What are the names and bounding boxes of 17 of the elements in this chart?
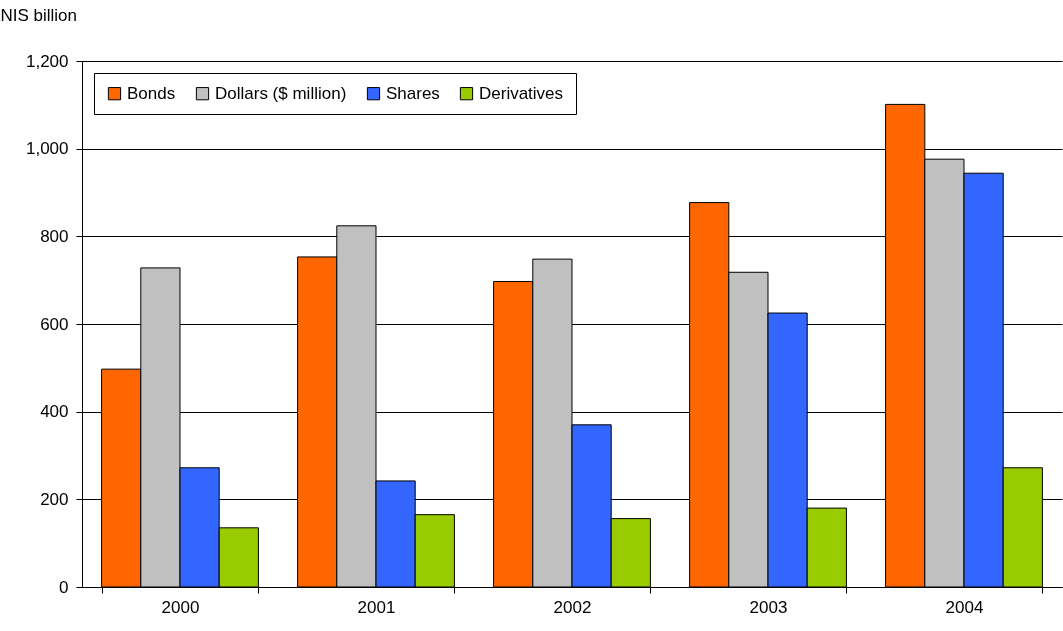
- y-tick-label: 1,000: [25, 139, 69, 159]
- x-tick-label: 2003: [749, 597, 788, 617]
- y-tick-label: 1,200: [25, 51, 69, 71]
- legend-label: Derivatives: [479, 83, 564, 103]
- legend-label: Shares: [386, 83, 440, 103]
- y-tick-label: 400: [40, 402, 69, 422]
- legend-label: Bonds: [127, 83, 176, 103]
- y-tick-label: 600: [40, 314, 69, 334]
- legend-label: Dollars ($ million): [215, 83, 347, 103]
- y-tick-label: 200: [40, 489, 69, 509]
- y-axis-title: NIS billion: [0, 5, 78, 25]
- x-tick-label: 2004: [945, 597, 984, 617]
- y-tick-label: 0: [59, 577, 69, 597]
- x-tick-label: 2001: [357, 597, 396, 617]
- y-tick-label: 800: [40, 226, 69, 246]
- x-tick-label: 2002: [553, 597, 592, 617]
- x-tick-label: 2000: [161, 597, 200, 617]
